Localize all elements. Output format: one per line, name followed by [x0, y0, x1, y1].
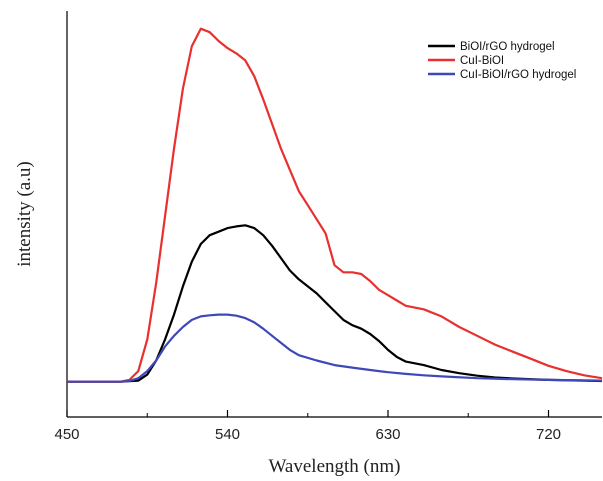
- x-tick-label-1: 540: [215, 426, 240, 443]
- series-layer: [67, 27, 603, 383]
- x-tick-label-2: 630: [375, 426, 400, 443]
- legend: BiOI/rGO hydrogel CuI-BiOI CuI-BiOI/rGO hy…: [428, 41, 576, 81]
- x-tick-label-0: 450: [54, 426, 79, 443]
- x-ticks: 450 540 630 720: [54, 410, 561, 443]
- legend-label-0: BiOI/rGO hydrogel: [460, 41, 555, 53]
- legend-label-1: CuI-BiOI: [460, 55, 504, 67]
- x-axis-title: Wavelength (nm): [269, 456, 401, 477]
- plot-area: [66, 11, 602, 418]
- y-axis-title: intensity (a.u): [14, 161, 35, 267]
- series-line-1: [67, 27, 603, 383]
- series-line-2: [67, 313, 603, 383]
- legend-label-2: CuI-BiOI/rGO hydrogel: [460, 69, 576, 81]
- x-tick-label-3: 720: [536, 426, 561, 443]
- series-line-0: [67, 224, 603, 383]
